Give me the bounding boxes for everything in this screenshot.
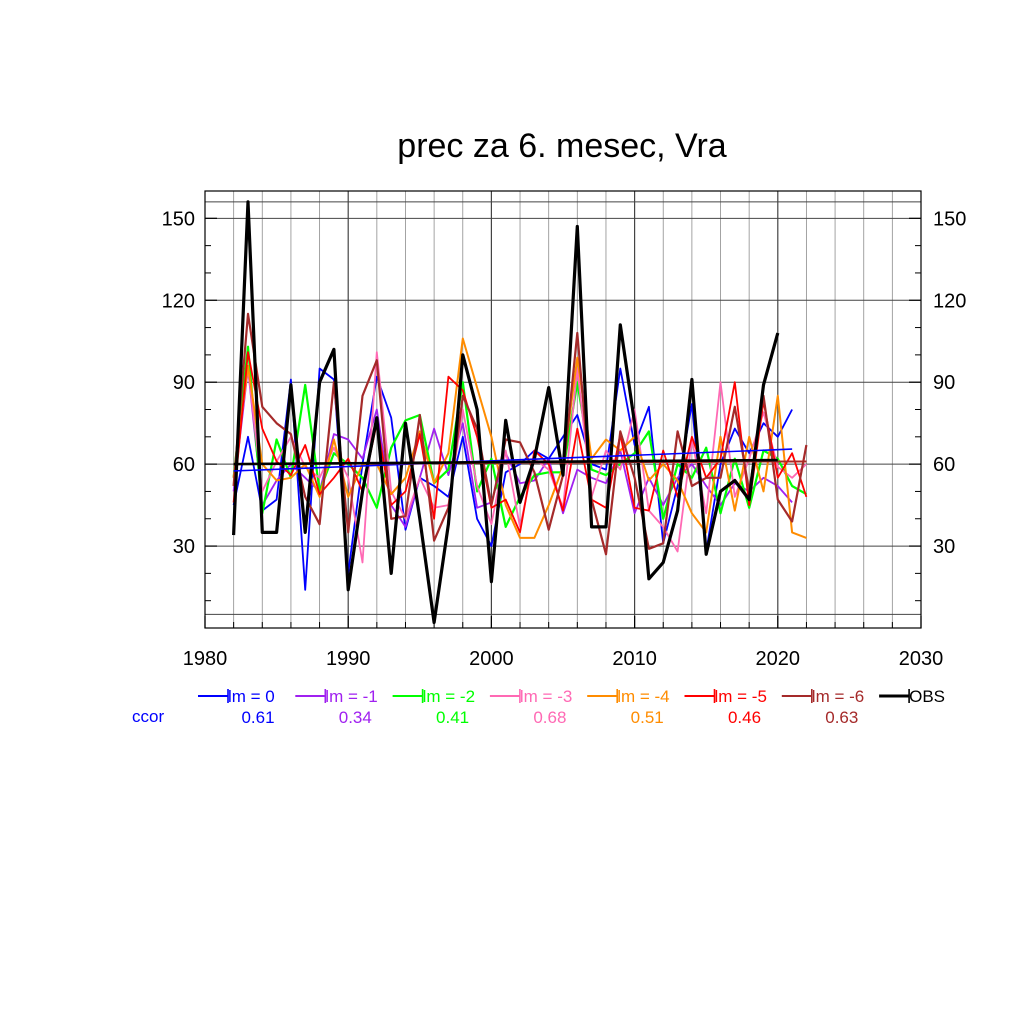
- ccor-value-2: 0.41: [436, 708, 469, 727]
- y-tick-label-right: 90: [933, 372, 955, 394]
- series-line-7: [232, 200, 780, 625]
- y-tick-label-left: 60: [173, 454, 195, 476]
- legend-label-2: lm = -2: [423, 687, 475, 706]
- ccor-value-6: 0.63: [825, 708, 858, 727]
- chart-title: prec za 6. mesec, Vra: [397, 127, 727, 165]
- x-tick-label: 2020: [756, 648, 801, 670]
- y-tick-label-left: 150: [162, 208, 195, 230]
- y-tick-label-right: 120: [933, 290, 966, 312]
- y-tick-label-right: 150: [933, 208, 966, 230]
- y-tick-label-right: 60: [933, 454, 955, 476]
- legend-label-5: lm = -5: [715, 687, 767, 706]
- legend: ccor lm = 0 0.61 lm = -1 0.34 lm = -2 0.41 lm =…: [132, 687, 945, 727]
- axes: 1980 1990 2000 2010 2020 2030 30 30 60 60 90 90 120 1…: [162, 208, 967, 670]
- ccor-value-0: 0.61: [241, 708, 274, 727]
- x-tick-label: 2000: [469, 648, 514, 670]
- x-tick-label: 1990: [326, 648, 371, 670]
- series-line-5: [232, 351, 808, 534]
- x-tick-label: 2030: [899, 648, 944, 670]
- x-tick-label: 1980: [183, 648, 228, 670]
- trend-line-7: [233, 458, 778, 466]
- x-tick-label: 2010: [612, 648, 657, 670]
- plot-frame: [204, 190, 922, 629]
- legend-label-4: lm = -4: [617, 687, 669, 706]
- series-line-4: [232, 337, 807, 539]
- legend-label-7: OBS: [909, 687, 945, 706]
- ccor-label: ccor: [132, 707, 164, 726]
- ccor-value-1: 0.34: [339, 708, 372, 727]
- trend-line-0: [233, 448, 793, 472]
- legend-label-0: lm = 0: [228, 687, 275, 706]
- y-tick-label-left: 30: [173, 536, 195, 558]
- series-line-6: [232, 312, 808, 556]
- ccor-value-4: 0.51: [631, 708, 664, 727]
- trend-lines: [233, 448, 807, 472]
- y-tick-label-left: 120: [162, 290, 195, 312]
- ccor-value-5: 0.46: [728, 708, 761, 727]
- legend-label-6: lm = -6: [812, 687, 864, 706]
- legend-label-3: lm = -3: [520, 687, 572, 706]
- series-group: [232, 200, 808, 625]
- legend-label-1: lm = -1: [325, 687, 377, 706]
- y-tick-label-right: 30: [933, 536, 955, 558]
- y-tick-label-left: 90: [173, 372, 195, 394]
- grid: [205, 191, 921, 628]
- ccor-value-3: 0.68: [533, 708, 566, 727]
